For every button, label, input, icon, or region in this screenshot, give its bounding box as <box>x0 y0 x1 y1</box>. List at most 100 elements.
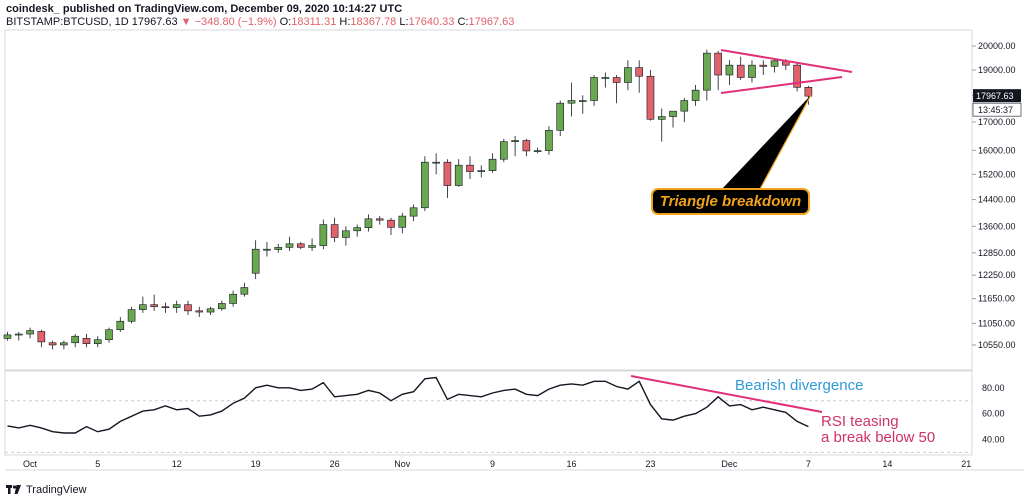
candle-body <box>14 333 23 336</box>
price-axis-label: 17000.00 <box>978 117 1016 127</box>
candle-body <box>432 161 440 164</box>
bearish-divergence-label: Bearish divergence <box>735 377 864 394</box>
price-change: ▼ −348.80 (−1.9%) <box>180 16 277 28</box>
candle-body <box>612 77 621 83</box>
candle-body <box>545 130 553 151</box>
close-label: C: <box>457 16 469 28</box>
countdown-tag-label: 13:45:37 <box>978 105 1013 115</box>
candle-body <box>3 334 12 339</box>
candle-body <box>48 342 57 346</box>
rsi-divergence-line <box>630 375 823 413</box>
time-axis-label: 5 <box>95 459 100 469</box>
symbol-bar: BITSTAMP:BTCUSD, 1D 17967.63 ▼ −348.80 (… <box>6 16 514 28</box>
last-price-tag <box>973 89 1021 103</box>
candle-body <box>195 310 204 313</box>
tradingview-logo-icon <box>6 485 22 495</box>
author: coindesk_ published on TradingView.com, … <box>6 3 403 15</box>
last-price: 17967.63 <box>131 16 178 28</box>
time-axis-label: 14 <box>882 459 892 469</box>
candle-body <box>759 64 768 67</box>
symbol-name[interactable]: BITSTAMP:BTCUSD, 1D <box>6 16 129 28</box>
candle-body <box>161 306 170 309</box>
candle-body <box>703 52 711 91</box>
price-axis-label: 19000.00 <box>978 65 1016 75</box>
price-axis-label: 16000.00 <box>978 145 1016 155</box>
candle-body <box>105 329 113 340</box>
candle-body <box>522 140 531 152</box>
candle-body <box>26 330 34 335</box>
candle-body <box>669 110 677 117</box>
triangle-upper-line <box>720 49 853 73</box>
candle-body <box>364 218 373 228</box>
candle-body <box>353 227 361 232</box>
candle-body <box>443 161 452 186</box>
callout-pointer-edge <box>759 94 812 190</box>
tradingview-brand: TradingView <box>26 484 87 496</box>
candle-body <box>229 293 237 304</box>
candle-body <box>375 218 384 221</box>
candle-body <box>93 339 102 344</box>
candle-body <box>556 102 565 131</box>
high-label: H: <box>339 16 351 28</box>
candle-body <box>218 303 226 310</box>
candle-body <box>646 75 655 120</box>
candle-body <box>748 64 756 78</box>
candle-body <box>342 230 350 238</box>
rsi-line <box>7 376 809 434</box>
triangle-breakdown-callout: Triangle breakdown <box>651 188 810 215</box>
price-axis-label: 20000.00 <box>978 41 1016 51</box>
candle-body <box>567 100 576 104</box>
candle-body <box>37 331 46 343</box>
candle-body <box>274 247 283 250</box>
candle-body <box>680 100 689 112</box>
candle-body <box>736 64 745 78</box>
candle-body <box>387 219 395 228</box>
candle-body <box>533 150 542 152</box>
price-axis-label: 14400.00 <box>978 195 1016 205</box>
last-price-tag-label: 17967.63 <box>976 91 1014 101</box>
candle-body <box>466 164 474 172</box>
price-axis-label: 11050.00 <box>978 318 1015 328</box>
countdown-tag <box>972 102 1022 117</box>
candle-body <box>251 248 260 274</box>
candle-body <box>398 215 407 228</box>
candle-body <box>714 52 722 76</box>
publish-info: coindesk_ published on TradingView.com, … <box>6 3 402 15</box>
candle-body <box>590 77 598 101</box>
candle-body <box>657 116 666 120</box>
candle-body <box>578 100 587 102</box>
candle-body <box>421 161 429 209</box>
time-axis-label: 21 <box>961 459 971 469</box>
time-axis-label: 19 <box>251 459 261 469</box>
tradingview-logo[interactable]: TradingView <box>6 484 87 496</box>
candle-body <box>240 287 249 295</box>
open-value: 18311.31 <box>291 16 337 28</box>
candle-body <box>139 304 147 310</box>
candle-body <box>500 141 508 160</box>
candles <box>3 49 813 350</box>
candle-body <box>691 89 700 101</box>
open-label: O: <box>279 16 292 28</box>
candle-body <box>206 308 215 313</box>
close-value: 17967.63 <box>468 16 515 28</box>
price-axis-label: 11650.00 <box>978 294 1015 304</box>
callout-pointer <box>722 95 811 189</box>
price-axis-label: 10550.00 <box>978 340 1016 350</box>
candle-body <box>71 335 79 344</box>
candle-body <box>150 304 158 308</box>
rsi-note-line2: a break below 50 <box>821 429 936 446</box>
candle-body <box>454 164 463 186</box>
candle-body <box>635 67 643 77</box>
price-axis-label: 13600.00 <box>978 221 1016 231</box>
candle-body <box>793 64 801 88</box>
time-axis-label: 7 <box>806 459 811 469</box>
time-axis-label: Nov <box>394 459 411 469</box>
time-axis-label: 26 <box>330 459 340 469</box>
candle-body <box>804 87 813 97</box>
rsi-pane-border <box>4 370 973 456</box>
price-axis-label: 12850.00 <box>978 248 1016 258</box>
rsi-axis-label: 80.00 <box>982 383 1005 393</box>
candle-body <box>770 60 779 67</box>
candle-body <box>116 320 125 331</box>
